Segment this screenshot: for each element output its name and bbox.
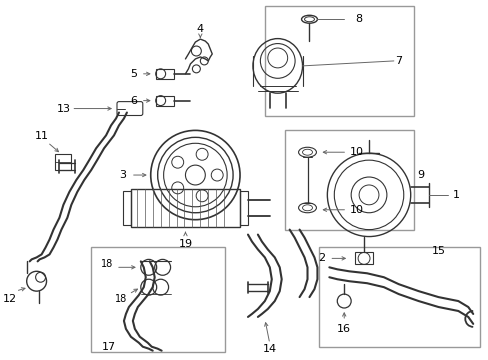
Text: 10: 10 <box>349 147 364 157</box>
Text: 13: 13 <box>56 104 70 113</box>
Text: 17: 17 <box>102 342 116 352</box>
Text: 11: 11 <box>35 131 48 141</box>
Text: 15: 15 <box>430 247 445 256</box>
Text: 12: 12 <box>3 294 17 304</box>
Text: 2: 2 <box>317 253 325 264</box>
Bar <box>155 69 173 79</box>
Bar <box>122 191 131 225</box>
Bar <box>55 154 71 170</box>
Bar <box>354 252 372 264</box>
Text: 3: 3 <box>119 170 126 180</box>
Bar <box>319 247 479 347</box>
Bar <box>131 189 240 227</box>
Text: 18: 18 <box>115 294 127 304</box>
Text: 7: 7 <box>394 56 402 66</box>
Text: 18: 18 <box>101 259 113 269</box>
Bar <box>284 130 413 230</box>
Text: 8: 8 <box>355 14 362 24</box>
Text: 10: 10 <box>349 205 364 215</box>
Bar <box>155 96 173 105</box>
Text: 4: 4 <box>196 24 203 34</box>
Text: 14: 14 <box>262 344 276 354</box>
Text: 16: 16 <box>337 324 350 334</box>
Text: 9: 9 <box>416 170 423 180</box>
Bar <box>240 191 247 225</box>
Bar <box>264 6 413 116</box>
Text: 6: 6 <box>130 96 137 105</box>
Text: 19: 19 <box>178 239 192 248</box>
Text: 5: 5 <box>130 69 137 79</box>
Text: 1: 1 <box>452 190 459 200</box>
Bar <box>91 247 224 352</box>
